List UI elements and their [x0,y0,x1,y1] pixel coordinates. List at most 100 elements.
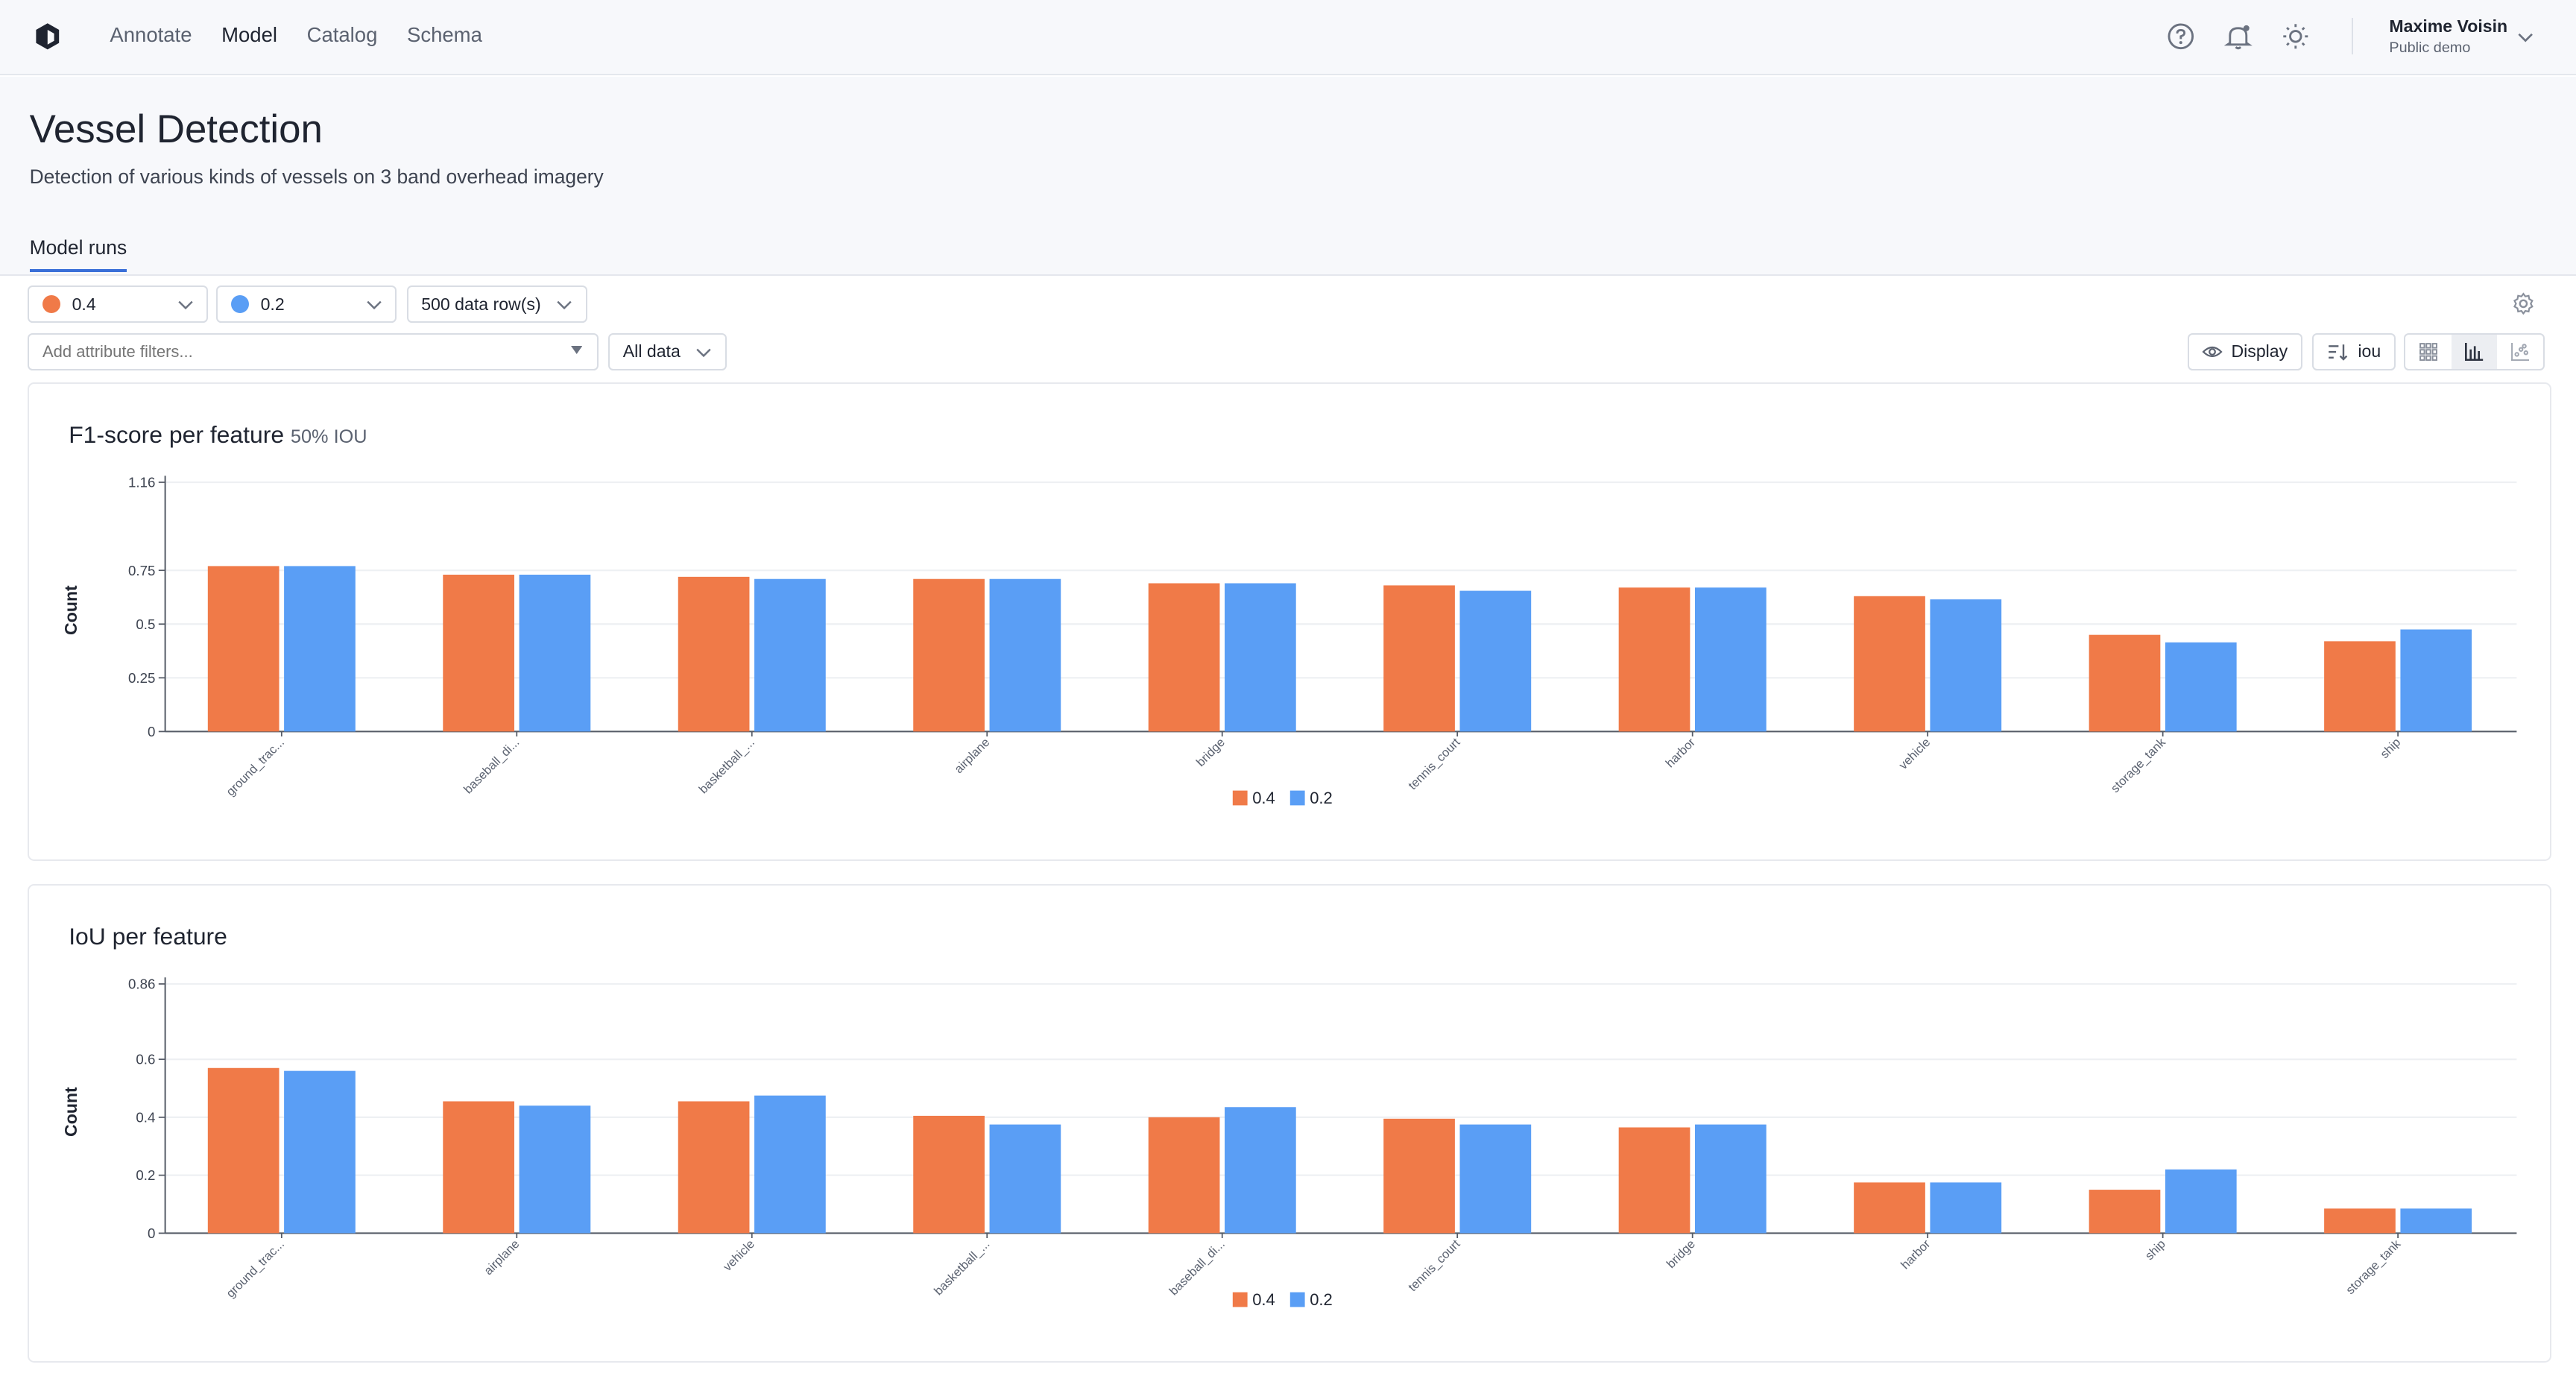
bar-chart-view-button[interactable] [2451,334,2498,369]
nav-schema[interactable]: Schema [406,22,482,46]
bar-series-a[interactable] [2089,1189,2161,1234]
y-tick-label: 0.5 [136,616,156,631]
bar-series-a[interactable] [1619,1127,1690,1234]
caret-down-icon[interactable] [570,346,582,356]
chevron-down-icon [178,300,193,310]
bar-series-a[interactable] [2089,634,2161,731]
attribute-filter-input[interactable] [28,332,599,371]
x-tick-label: tennis_court [1407,735,1464,792]
nav-annotate[interactable]: Annotate [110,22,192,46]
bar-series-a[interactable] [1383,584,1456,731]
bar-series-a[interactable] [208,566,280,731]
chevron-down-icon [367,300,382,310]
tab-model-runs[interactable]: Model runs [29,236,127,272]
data-rows-select[interactable]: 500 data row(s) [406,285,587,324]
eye-icon [2202,346,2223,358]
bar-series-b[interactable] [1695,1124,1767,1234]
iou-chart-card: IoU per feature 0 0.2 0.4 0.6 0.86 Count groun… [28,883,2552,1363]
x-tick-label: ship [2143,1237,2168,1263]
bar-series-b[interactable] [1695,587,1767,731]
f1-score-bar-chart: 0 0.25 0.5 0.75 1.16 Count ground_trac... baseb… [61,474,2517,807]
legend-swatch[interactable] [1290,790,1305,805]
theme-toggle-icon[interactable] [2281,22,2311,51]
bar-series-a[interactable] [913,1115,985,1234]
legend-swatch[interactable] [1290,1292,1305,1307]
bar-series-b[interactable] [754,1095,827,1234]
bar-series-b[interactable] [284,566,356,731]
x-tick-label: tennis_court [1407,1237,1464,1294]
bar-series-a[interactable] [678,1101,750,1234]
bar-series-b[interactable] [1459,590,1532,731]
bar-series-b[interactable] [2400,629,2472,731]
x-tick-label: airplane [482,1237,523,1278]
nav-catalog[interactable]: Catalog [306,22,378,46]
x-tick-label: ground_trac... [224,1237,288,1301]
bar-series-a[interactable] [443,574,515,731]
bar-series-b[interactable] [1930,599,2002,731]
legend-swatch[interactable] [1233,790,1248,805]
iou-chart-title: IoU per feature [69,923,227,950]
user-name: Maxime Voisin [2389,16,2508,36]
x-tick-label: ship [2378,735,2404,760]
bar-series-a[interactable] [2324,640,2396,731]
chevron-down-icon[interactable] [2516,28,2535,47]
bar-series-b[interactable] [519,1105,591,1234]
app-logo-icon[interactable] [33,22,63,51]
f1-chart-card: F1-score per feature 50% IOU 0 0.25 0.5 0.75… [28,382,2552,861]
bar-series-b[interactable] [2165,642,2238,731]
legend-label[interactable]: 0.4 [1253,1290,1276,1309]
bar-series-b[interactable] [989,1124,1061,1234]
chevron-down-icon [557,300,572,310]
bar-series-b[interactable] [1225,1107,1297,1234]
chart-title: F1-score per feature 50% IOU [69,421,367,449]
sort-button[interactable]: iou [2312,332,2396,371]
x-tick-label: bridge [1194,735,1228,769]
legend-label[interactable]: 0.4 [1253,789,1276,807]
bar-series-a[interactable] [1383,1118,1456,1234]
top-icons [2166,22,2311,51]
model-run-b-select[interactable]: 0.2 [216,285,397,324]
legend-swatch[interactable] [1233,1292,1248,1307]
legend-label[interactable]: 0.2 [1310,1290,1333,1309]
settings-gear-icon[interactable] [2512,291,2535,315]
data-rows-label: 500 data row(s) [421,294,541,314]
user-menu[interactable]: Maxime Voisin Public demo [2389,16,2507,57]
bar-series-b[interactable] [754,578,827,731]
bar-series-b[interactable] [1930,1182,2002,1234]
help-icon[interactable] [2166,22,2196,51]
bar-series-a[interactable] [1619,587,1690,731]
bar-series-b[interactable] [1225,583,1297,731]
bar-series-b[interactable] [2400,1208,2472,1234]
bar-series-b[interactable] [519,574,591,731]
bar-series-a[interactable] [913,578,985,731]
bar-series-a[interactable] [1854,596,1926,731]
scatter-view-button[interactable] [2497,335,2543,369]
y-tick-label: 0.86 [128,976,155,991]
bar-series-b[interactable] [284,1070,356,1234]
bar-series-a[interactable] [1149,1117,1220,1234]
data-scope-label: All data [622,341,681,362]
bar-series-a[interactable] [208,1067,280,1234]
bell-icon[interactable] [2223,22,2253,51]
bar-series-a[interactable] [2324,1208,2396,1234]
bar-series-a[interactable] [1854,1182,1926,1234]
y-tick-label: 0.25 [128,670,155,686]
page-header: Vessel Detection Detection of various ki… [0,77,2576,276]
legend-label[interactable]: 0.2 [1310,789,1333,807]
bar-series-b[interactable] [1459,1124,1532,1234]
grid-icon [2419,342,2437,361]
bar-series-a[interactable] [443,1101,515,1234]
bar-series-a[interactable] [1149,583,1220,731]
bar-series-b[interactable] [2165,1169,2238,1234]
nav-model[interactable]: Model [221,22,277,46]
bar-series-b[interactable] [989,578,1061,731]
grid-view-button[interactable] [2405,335,2452,369]
model-run-a-select[interactable]: 0.4 [28,285,209,324]
data-scope-select[interactable]: All data [608,332,727,371]
bar-series-a[interactable] [678,576,750,731]
x-tick-label: storage_tank [2109,735,2169,795]
y-axis-label: Count [61,585,80,635]
display-button[interactable]: Display [2187,332,2302,371]
page-description: Detection of various kinds of vessels on… [29,165,604,189]
bar-chart-icon [2465,342,2484,361]
